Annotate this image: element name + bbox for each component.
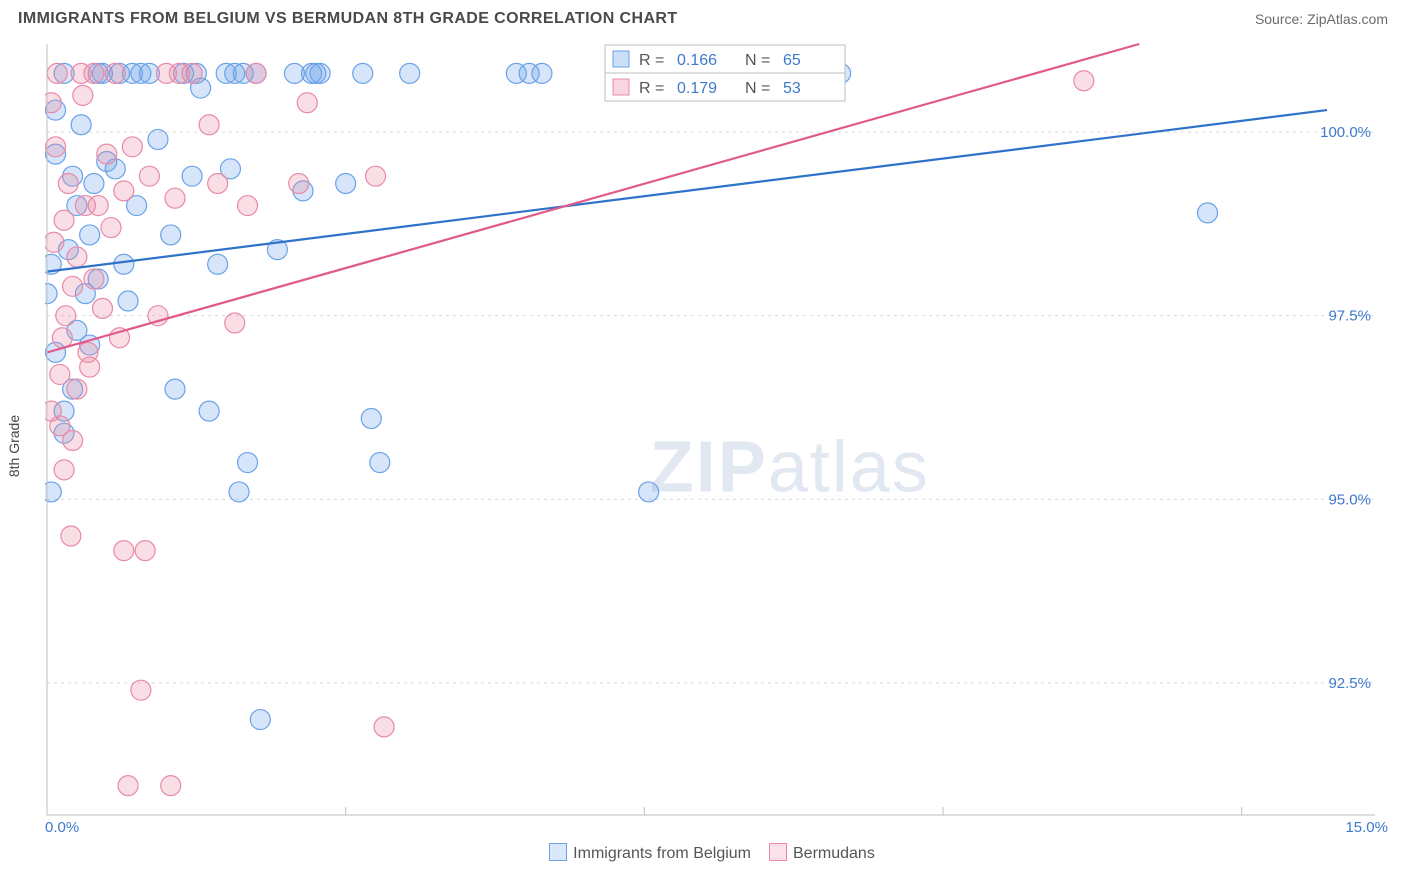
data-point: [118, 291, 138, 311]
x-axis-range-labels: 0.0% 15.0%: [45, 817, 1388, 841]
data-point: [97, 144, 117, 164]
data-point: [182, 63, 202, 83]
y-tick-label: 100.0%: [1320, 124, 1371, 141]
data-point: [56, 306, 76, 326]
stats-n-label: N =: [745, 52, 770, 69]
data-point: [639, 482, 659, 502]
page-title: IMMIGRANTS FROM BELGIUM VS BERMUDAN 8TH …: [18, 10, 678, 28]
y-tick-label: 97.5%: [1328, 308, 1371, 325]
data-point: [54, 460, 74, 480]
watermark-text: ZIPatlas: [650, 428, 930, 508]
data-point: [118, 776, 138, 796]
data-point: [229, 482, 249, 502]
data-point: [161, 776, 181, 796]
trend-line: [47, 110, 1327, 272]
data-point: [532, 63, 552, 83]
legend-swatch: [549, 843, 567, 861]
data-point: [50, 364, 70, 384]
data-point: [105, 63, 125, 83]
x-min-label: 0.0%: [45, 819, 79, 836]
y-axis-label: 8th Grade: [6, 415, 22, 477]
data-point: [71, 115, 91, 135]
data-point: [84, 269, 104, 289]
data-point: [114, 541, 134, 561]
stats-n-value: 53: [783, 80, 801, 97]
scatter-chart: ZIPatlas 92.5% 95.0% 97.5% 100.0% R = 0.166 N =…: [45, 42, 1388, 817]
data-point: [84, 174, 104, 194]
data-point: [361, 408, 381, 428]
data-point: [374, 717, 394, 737]
data-point: [114, 181, 134, 201]
data-point: [67, 379, 87, 399]
x-max-label: 15.0%: [1345, 819, 1388, 836]
data-point: [88, 196, 108, 216]
stats-r-value: 0.179: [677, 80, 717, 97]
data-point: [336, 174, 356, 194]
data-point: [114, 254, 134, 274]
legend-label: Immigrants from Belgium: [573, 845, 751, 862]
data-point: [1198, 203, 1218, 223]
y-tick-label: 95.0%: [1328, 491, 1371, 508]
data-point: [67, 247, 87, 267]
data-point: [208, 254, 228, 274]
data-point: [58, 174, 78, 194]
data-point: [182, 166, 202, 186]
data-point: [52, 328, 72, 348]
data-point: [353, 63, 373, 83]
stats-swatch: [613, 51, 629, 67]
data-point: [165, 188, 185, 208]
data-point: [310, 63, 330, 83]
data-point: [139, 166, 159, 186]
data-point: [199, 115, 219, 135]
data-point: [161, 225, 181, 245]
data-point: [289, 174, 309, 194]
stats-r-label: R =: [639, 80, 664, 97]
data-point: [63, 431, 83, 451]
series-legend: Immigrants from Belgium Bermudans: [0, 841, 1406, 863]
data-point: [225, 313, 245, 333]
data-point: [199, 401, 219, 421]
data-point: [297, 93, 317, 113]
data-point: [92, 298, 112, 318]
data-point: [54, 210, 74, 230]
stats-r-label: R =: [639, 52, 664, 69]
data-point: [61, 526, 81, 546]
data-point: [80, 357, 100, 377]
data-point: [46, 137, 66, 157]
data-point: [135, 541, 155, 561]
data-point: [101, 218, 121, 238]
data-point: [148, 129, 168, 149]
data-point: [1074, 71, 1094, 91]
y-tick-label: 92.5%: [1328, 675, 1371, 692]
data-point: [131, 680, 151, 700]
data-point: [366, 166, 386, 186]
data-point: [246, 63, 266, 83]
data-point: [84, 63, 104, 83]
data-point: [165, 379, 185, 399]
data-point: [400, 63, 420, 83]
data-point: [45, 232, 64, 252]
legend-label: Bermudans: [793, 845, 875, 862]
stats-n-label: N =: [745, 80, 770, 97]
stats-r-value: 0.166: [677, 52, 717, 69]
data-point: [238, 196, 258, 216]
data-point: [250, 710, 270, 730]
data-point: [238, 453, 258, 473]
data-point: [122, 137, 142, 157]
data-point: [47, 63, 67, 83]
legend-swatch: [769, 843, 787, 861]
data-point: [370, 453, 390, 473]
data-point: [80, 225, 100, 245]
data-point: [208, 174, 228, 194]
source-attribution: Source: ZipAtlas.com: [1255, 11, 1388, 27]
stats-swatch: [613, 79, 629, 95]
data-point: [73, 85, 93, 105]
stats-n-value: 65: [783, 52, 801, 69]
data-point: [63, 276, 83, 296]
